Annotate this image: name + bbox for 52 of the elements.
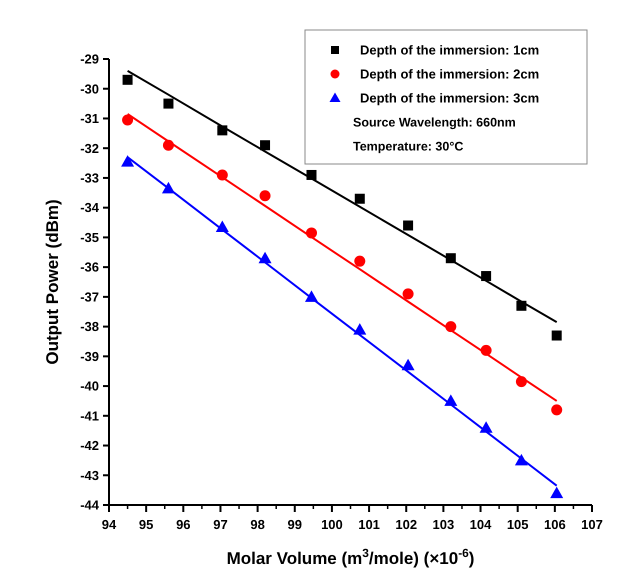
point	[550, 486, 564, 498]
y-tick-label: -43	[80, 468, 99, 483]
point	[122, 74, 133, 85]
y-tick-label: -30	[80, 81, 99, 96]
x-tick-label: 106	[544, 517, 566, 532]
legend-label: Depth of the immersion: 3cm	[360, 90, 540, 106]
y-tick-label: -41	[80, 408, 99, 424]
x-tick-label: 100	[321, 517, 343, 532]
x-tick-label: 105	[506, 517, 529, 532]
y-tick-label: -40	[80, 378, 99, 394]
x-tick-label: 97	[213, 517, 228, 532]
y-tick-label: -44	[80, 498, 100, 513]
x-tick-label: 101	[358, 517, 380, 532]
x-tick-label: 98	[250, 517, 265, 532]
x-axis-title: Molar Volume (m$^{3}$/mole) (×10$^{-6}$)	[226, 546, 474, 568]
legend-label: Depth of the immersion: 2cm	[360, 66, 540, 82]
annotation: Source Wavelength: 660nm	[353, 115, 516, 130]
legend-label: Depth of the immersion: 1cm	[360, 42, 540, 58]
x-tick-label: 104	[470, 517, 492, 532]
point	[121, 155, 134, 167]
y-tick-label: -36	[80, 260, 99, 275]
x-tick-label: 96	[176, 517, 191, 532]
point	[260, 190, 271, 202]
y-tick-label: -32	[80, 140, 99, 156]
y-tick-label: -34	[80, 200, 100, 216]
point	[402, 288, 414, 300]
point	[163, 98, 174, 109]
y-tick-label: -38	[80, 319, 99, 334]
annotation: Temperature: 30°C	[353, 139, 464, 154]
y-tick-label: -33	[80, 170, 99, 186]
x-tick-label: 94	[102, 517, 117, 532]
y-tick-label: -42	[80, 438, 99, 454]
point	[122, 114, 134, 126]
x-tick-label: 102	[395, 517, 418, 532]
x-tick-label: 103	[432, 517, 454, 532]
y-tick-label: -39	[80, 348, 99, 364]
y-tick-label: -37	[80, 289, 99, 304]
y-tick-label: -35	[80, 230, 99, 245]
point	[260, 140, 270, 150]
point	[403, 220, 414, 231]
y-tick-label: -31	[80, 111, 99, 126]
x-tick-label: 95	[138, 517, 154, 532]
y-axis-title: Output Power (dBm)	[43, 199, 62, 365]
point	[551, 404, 562, 416]
point	[354, 256, 366, 267]
x-tick-label: 99	[288, 517, 302, 532]
x-tick-label: 107	[581, 517, 603, 532]
point	[354, 194, 365, 204]
point	[402, 358, 415, 370]
line-series	[126, 70, 558, 324]
y-tick-label: -29	[80, 52, 99, 67]
point	[552, 330, 562, 341]
